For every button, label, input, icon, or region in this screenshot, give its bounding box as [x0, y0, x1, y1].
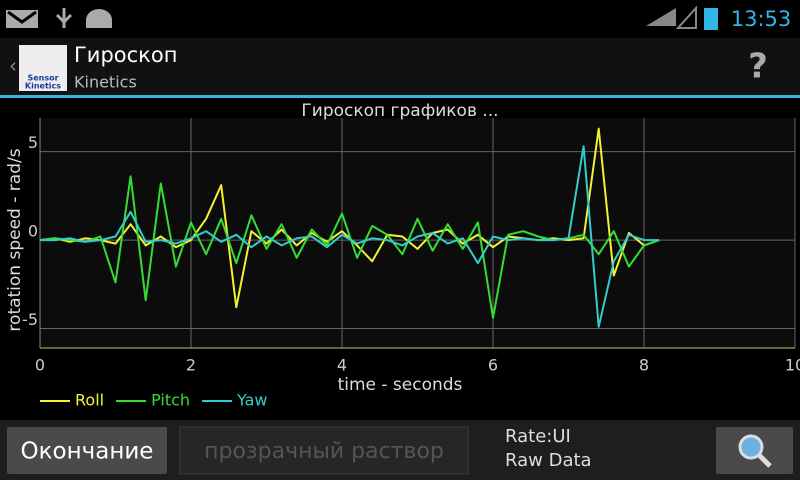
- clock: 13:53: [731, 7, 792, 31]
- mode-label: Raw Data: [505, 450, 592, 471]
- mail-icon-flap: [7, 10, 37, 24]
- finish-button-label: Окончание: [21, 439, 154, 465]
- x-tick-label: 10: [785, 356, 800, 375]
- divider: [0, 95, 800, 98]
- y-axis-label: rotation speed - rad/s: [5, 148, 25, 331]
- zoom-icon: [738, 434, 764, 460]
- plot-area: [40, 118, 795, 348]
- status-bar: [0, 0, 800, 38]
- finish-button[interactable]: [7, 427, 167, 474]
- x-tick-label: 8: [639, 356, 649, 375]
- y-tick-label: -5: [22, 310, 38, 329]
- action-bar: [0, 38, 800, 95]
- help-button[interactable]: ?: [748, 47, 768, 87]
- app-icon[interactable]: [19, 45, 67, 91]
- legend-label: Yaw: [236, 391, 267, 410]
- y-tick-label: 5: [28, 133, 38, 152]
- up-caret[interactable]: ‹: [9, 54, 17, 78]
- app-subtitle: Kinetics: [74, 73, 137, 92]
- chart-title: Гироскоп графиков ...: [301, 101, 498, 121]
- rate-label: Rate:UI: [505, 426, 571, 447]
- disabled-input-text: прозрачный раствор: [204, 439, 444, 464]
- x-tick-label: 2: [186, 356, 196, 375]
- legend-label: Roll: [75, 391, 104, 410]
- android-icon: [86, 9, 112, 28]
- signal-icon: [675, 5, 697, 29]
- app-title: Гироскоп: [74, 43, 177, 67]
- usb-icon: [55, 8, 73, 28]
- app-icon-text: Kinetics: [25, 82, 61, 91]
- x-tick-label: 0: [35, 356, 45, 375]
- wifi-icon: [646, 8, 676, 26]
- x-tick-label: 4: [337, 356, 347, 375]
- x-axis-label: time - seconds: [338, 375, 463, 395]
- series-line: [40, 145, 660, 328]
- y-tick-label: 0: [28, 222, 38, 241]
- chart: Гироскоп графиков ... 0 2 4 6 8 10 5 0 -5 time - s…: [5, 101, 800, 410]
- zoom-icon-handle: [757, 453, 772, 468]
- disabled-input[interactable]: [179, 426, 469, 475]
- battery-icon: [704, 8, 718, 30]
- x-tick-label: 6: [488, 356, 498, 375]
- app-icon-text: Sensor: [27, 74, 58, 83]
- legend-label: Pitch: [151, 391, 190, 410]
